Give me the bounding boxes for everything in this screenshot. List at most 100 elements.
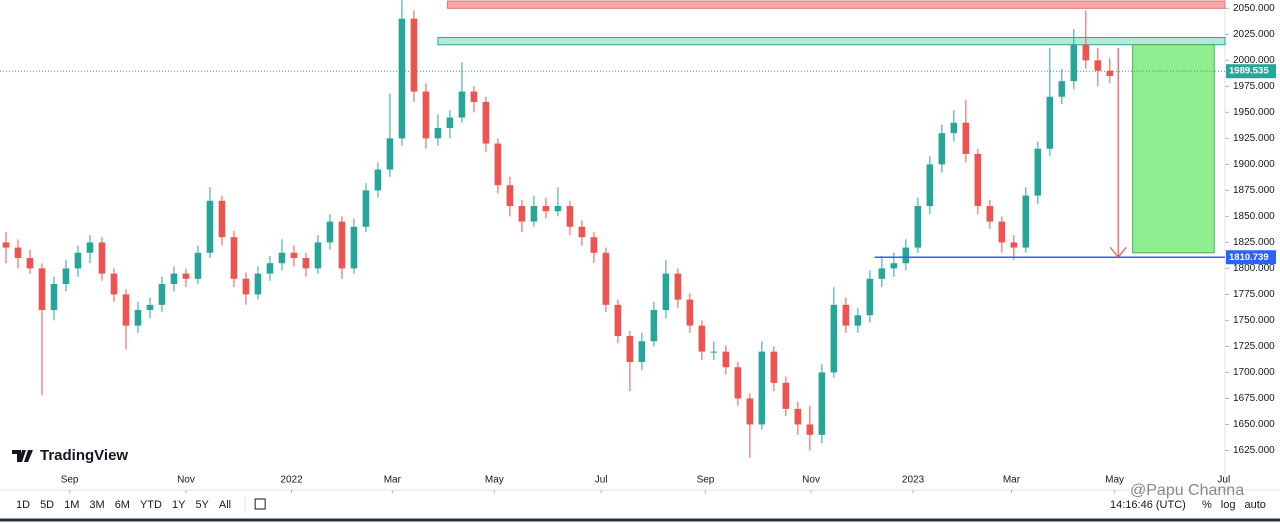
candle-body: [170, 273, 178, 285]
candle-body: [218, 200, 226, 238]
range-button[interactable]: YTD: [140, 499, 162, 511]
candle-body: [74, 252, 82, 269]
candle-body: [362, 190, 370, 227]
candle-body: [434, 127, 442, 139]
candle-body: [446, 117, 454, 128]
candle-body: [122, 294, 130, 326]
x-tick-label: Nov: [802, 475, 820, 486]
candle-body: [794, 408, 802, 425]
current-price-label: 1989.535: [1229, 66, 1269, 77]
y-tick-label: 1650.000: [1233, 419, 1275, 430]
candle-body: [842, 304, 850, 326]
y-tick-label: 2025.000: [1233, 29, 1275, 40]
candle-body: [350, 226, 358, 269]
range-button[interactable]: 1M: [64, 499, 79, 511]
range-button[interactable]: 3M: [89, 499, 104, 511]
scale-option[interactable]: auto: [1244, 499, 1265, 511]
candle-body: [578, 226, 586, 238]
candle-body: [974, 153, 982, 206]
scale-option[interactable]: log: [1221, 499, 1236, 511]
candle-body: [746, 398, 754, 425]
candle-body: [266, 263, 274, 274]
y-tick-label: 2050.000: [1233, 3, 1275, 14]
candle-body: [110, 273, 118, 295]
x-tick-label: Sep: [61, 475, 79, 486]
candle-body: [638, 341, 646, 363]
scale-option[interactable]: %: [1202, 499, 1212, 511]
candle-body: [614, 304, 622, 337]
y-tick-label: 1950.000: [1233, 107, 1275, 118]
range-button[interactable]: 5D: [40, 499, 54, 511]
logo: TradingView: [12, 447, 128, 464]
supply-zone: [437, 36, 1226, 46]
candle-body: [542, 205, 550, 212]
y-tick-label: 1850.000: [1233, 211, 1275, 222]
y-tick-label: 1925.000: [1233, 133, 1275, 144]
candle-body: [182, 273, 190, 279]
candle-body: [62, 268, 70, 285]
y-tick-label: 1700.000: [1233, 367, 1275, 378]
candle-body: [326, 221, 334, 243]
resistance-zone: [447, 0, 1226, 9]
candle-body: [338, 221, 346, 269]
range-button[interactable]: 1Y: [172, 499, 186, 511]
candle-body: [1094, 60, 1102, 71]
candle-body: [254, 273, 262, 295]
candle-body: [398, 18, 406, 139]
candle-body: [770, 351, 778, 383]
x-tick-label: 2023: [902, 475, 925, 486]
candle-body: [1070, 44, 1078, 82]
candle-body: [986, 205, 994, 222]
candle-body: [854, 315, 862, 326]
candle-body: [374, 169, 382, 191]
x-tick-label: Jul: [595, 475, 608, 486]
x-tick-label: Nov: [177, 475, 195, 486]
support-price-tag: [1226, 250, 1276, 265]
candle-body: [494, 143, 502, 186]
target-box: [1132, 44, 1215, 254]
y-tick-label: 1800.000: [1233, 263, 1275, 274]
candle-body: [242, 278, 250, 295]
x-tick-label: Sep: [697, 475, 715, 486]
candle-body: [26, 258, 34, 269]
candle-body: [230, 237, 238, 279]
candle-body: [686, 299, 694, 326]
candle-body: [482, 101, 490, 144]
candle-body: [278, 252, 286, 264]
y-tick-label: 1625.000: [1233, 445, 1275, 456]
arrow: [1109, 47, 1127, 259]
x-tick-label: May: [485, 475, 504, 486]
x-tick-label: Mar: [384, 475, 402, 486]
candle-body: [758, 351, 766, 425]
candle-body: [386, 138, 394, 170]
y-tick-label: 1975.000: [1233, 81, 1275, 92]
range-button[interactable]: 1D: [16, 499, 30, 511]
candle-body: [422, 91, 430, 139]
y-tick-label: 1675.000: [1233, 393, 1275, 404]
candle-body: [554, 205, 562, 212]
watermark: @Papu Channa: [1130, 482, 1244, 499]
x-tick-label: Mar: [1003, 475, 1021, 486]
candle-body: [914, 205, 922, 248]
candle-body: [98, 242, 106, 274]
range-button[interactable]: 5Y: [195, 499, 209, 511]
candle-body: [1034, 148, 1042, 196]
candle-body: [830, 304, 838, 373]
candle-body: [410, 18, 418, 92]
y-tick-label: 1825.000: [1233, 237, 1275, 248]
candle-body: [818, 372, 826, 435]
calendar-button[interactable]: [254, 498, 266, 510]
candle-body: [710, 351, 718, 353]
candle-body: [1022, 195, 1030, 248]
range-button[interactable]: All: [219, 499, 231, 511]
range-button[interactable]: 6M: [115, 499, 130, 511]
candle-body: [506, 185, 514, 206]
candle-body: [590, 237, 598, 253]
candle-body: [674, 273, 682, 300]
candle-body: [866, 278, 874, 316]
candle-body: [194, 252, 202, 279]
candle-body: [650, 310, 658, 342]
candle-body: [602, 252, 610, 305]
candle-body: [134, 310, 142, 326]
